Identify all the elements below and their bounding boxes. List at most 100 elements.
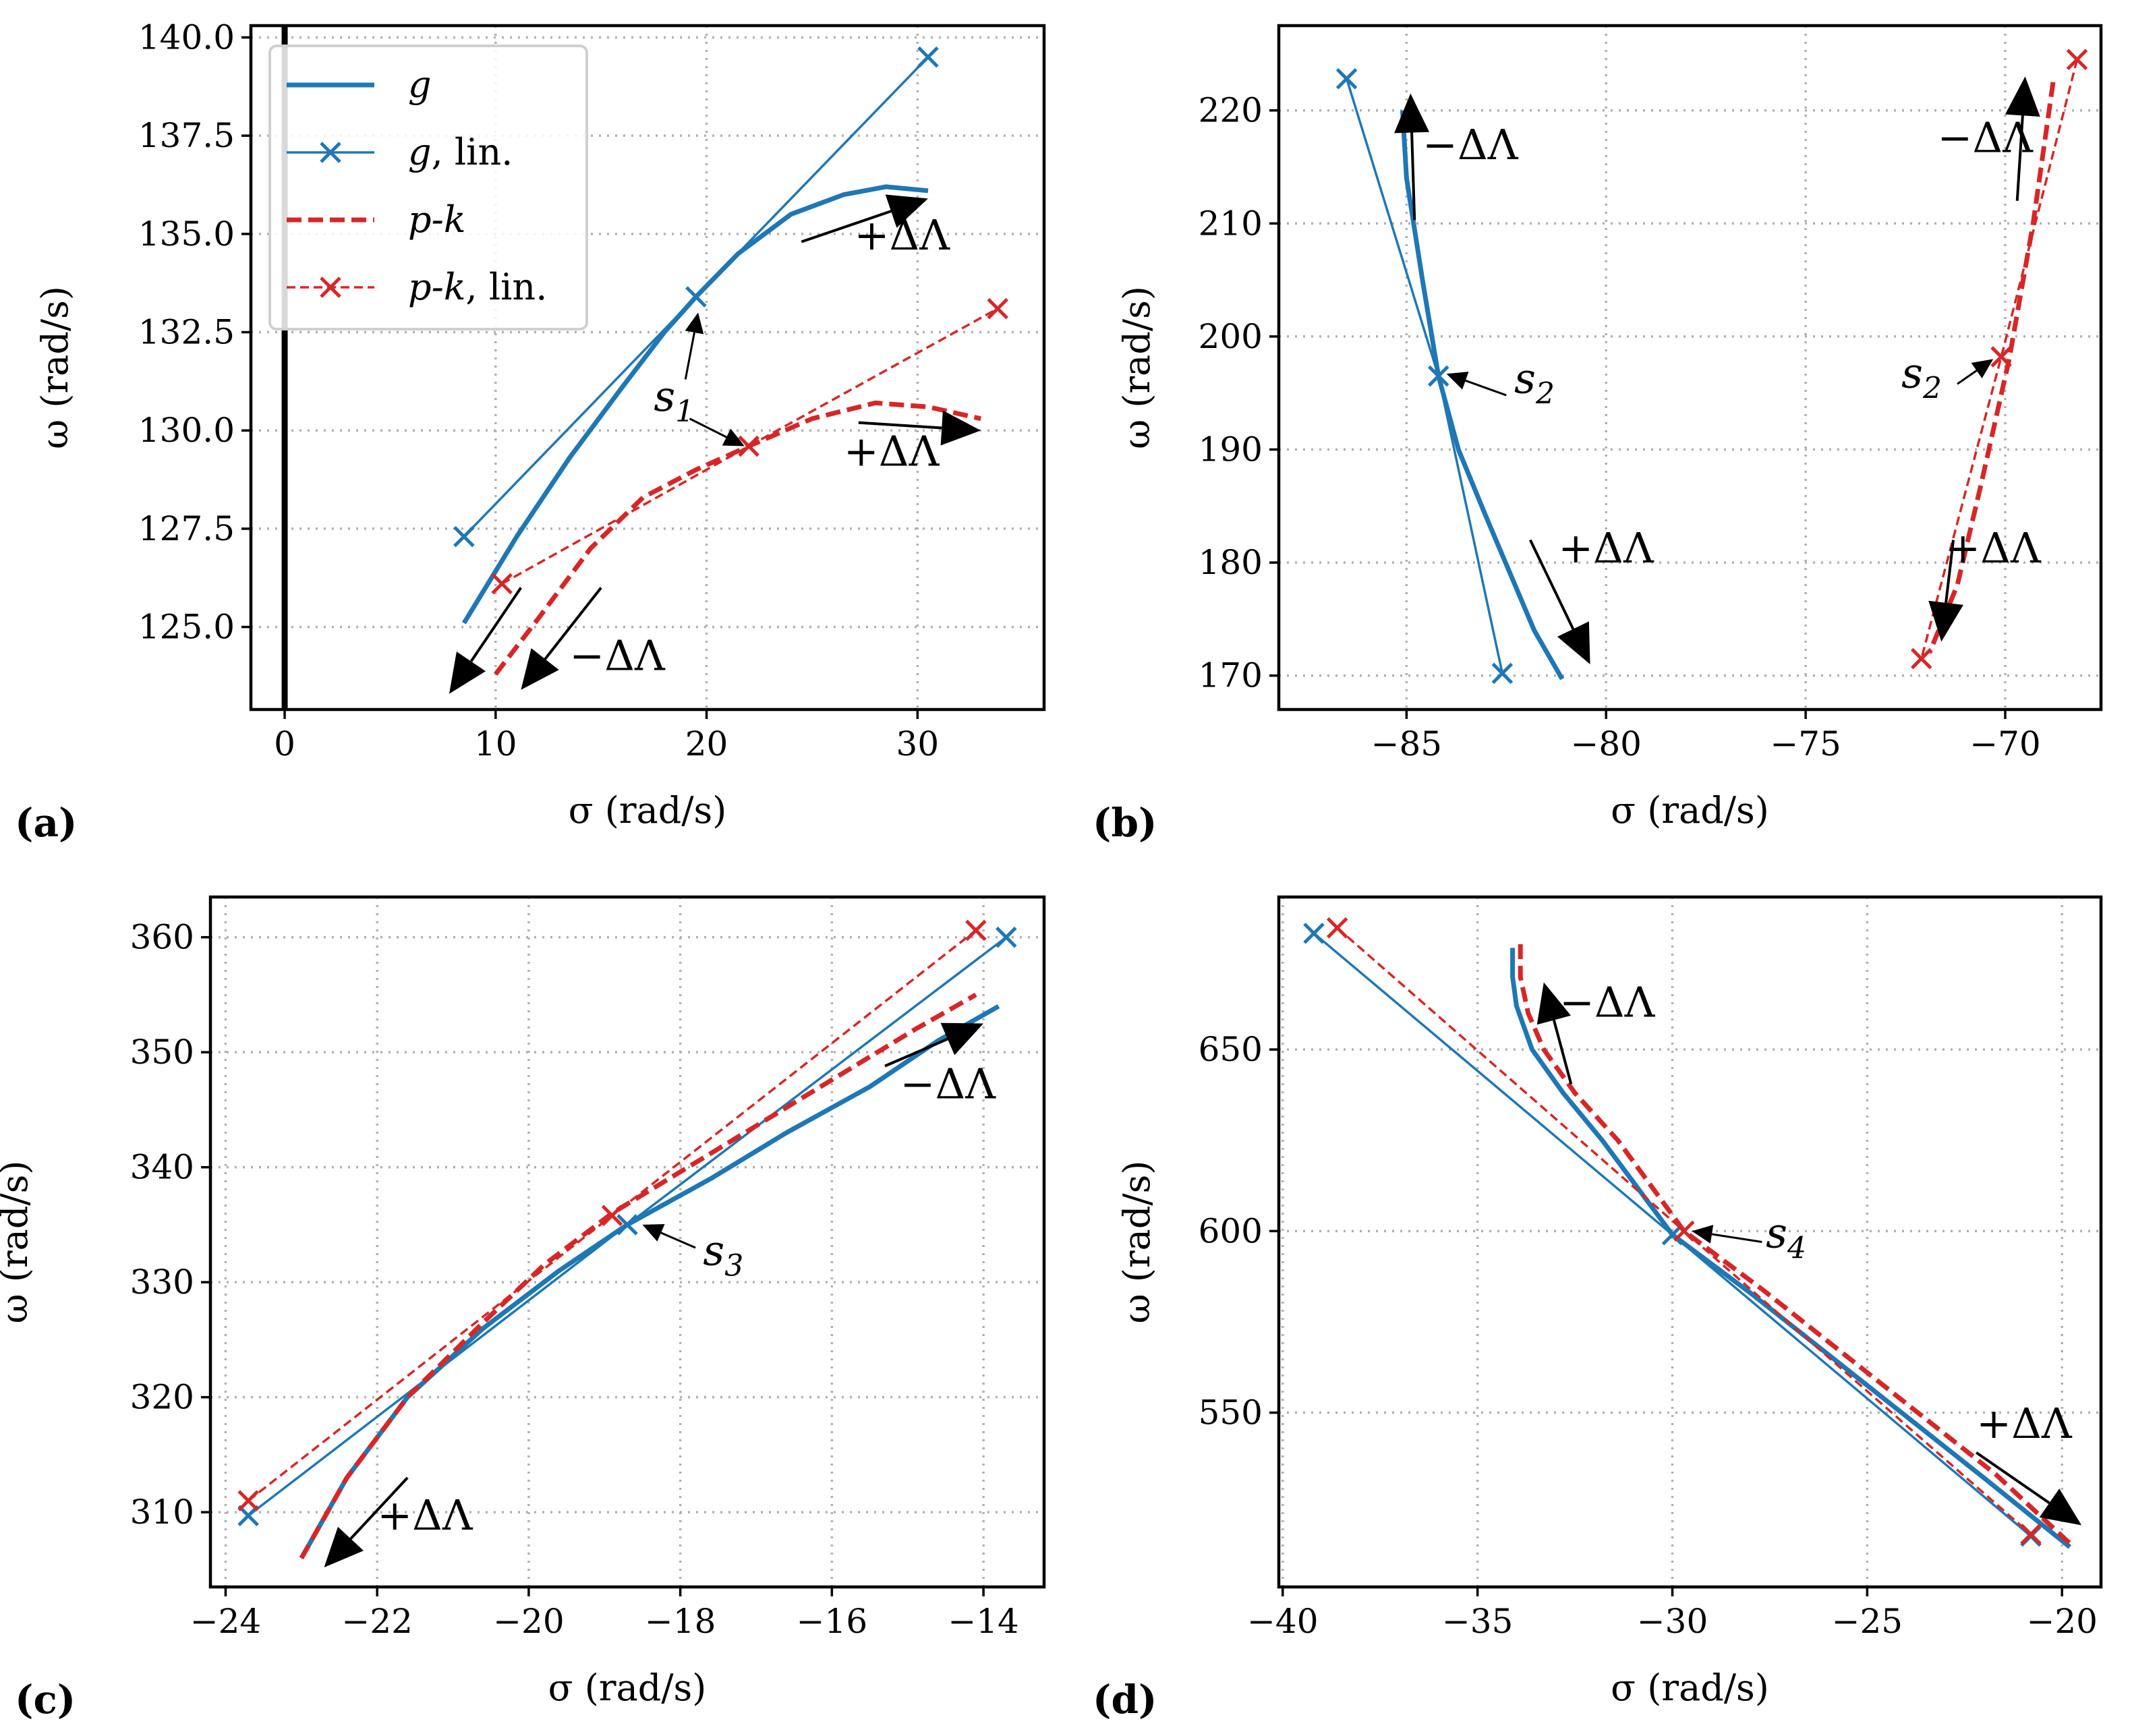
y-tick-label: 320 — [130, 1378, 194, 1417]
y-tick-label: 125.0 — [138, 608, 235, 647]
series-marker — [616, 1214, 638, 1236]
series-marker — [491, 573, 513, 595]
legend-label-italic: p-k — [408, 266, 466, 308]
x-tick-label: −18 — [645, 1602, 716, 1641]
panel-label: (d) — [1093, 1677, 1157, 1723]
annotation-arrowhead — [1971, 359, 1994, 379]
x-tick-label: −14 — [948, 1602, 1019, 1641]
series-marker — [237, 1490, 259, 1511]
series-group — [453, 46, 1008, 676]
annotation-subscript: 1 — [675, 395, 694, 429]
y-tick-label: 650 — [1199, 1030, 1263, 1069]
y-tick-label: 135.0 — [138, 214, 235, 254]
legend: gg, lin.p-kp-k, lin. — [268, 45, 588, 330]
annotation-arrowhead — [449, 652, 486, 694]
grid — [251, 26, 1044, 710]
y-tick-label: 200 — [1199, 317, 1263, 356]
series-marker — [1910, 647, 1932, 670]
x-tick-label: −20 — [2026, 1602, 2098, 1641]
annotation-arrow — [1552, 1020, 1573, 1084]
x-tick-label: −40 — [1247, 1602, 1319, 1641]
annotation-arrowhead — [1394, 93, 1430, 134]
y-tick-label: 180 — [1199, 543, 1263, 582]
panel-label: (a) — [15, 800, 77, 846]
annotation-arrowhead — [1692, 1225, 1714, 1244]
series-group — [1303, 917, 2072, 1549]
annotation-arrowhead — [1446, 372, 1469, 390]
annotation-arrow — [1465, 379, 1507, 397]
annotation-subscript: 3 — [724, 1249, 743, 1283]
panel-d: −ΔΛ +ΔΛ s4 −40 −35 −30 −25 −20 550 600 650 σ (rad/s… — [1093, 895, 2103, 1723]
annotation-arrowhead — [642, 1224, 665, 1242]
annotation-arrow — [1528, 539, 1575, 630]
legend-label-italic: p-k — [408, 198, 466, 241]
series-marker — [996, 926, 1017, 948]
annotation-arrow — [801, 210, 892, 243]
axes-frame — [1277, 895, 2103, 1589]
annotation-subscript: 2 — [1535, 377, 1555, 411]
annotation-label-delta: +ΔΛ — [377, 1491, 473, 1540]
series-group — [1335, 49, 2088, 685]
x-tick-label: −80 — [1570, 724, 1642, 763]
y-tick-label: 550 — [1199, 1393, 1263, 1433]
annotations: −ΔΛ +ΔΛ s2 −ΔΛ +ΔΛ s2 — [1394, 76, 2042, 664]
annotation-label-delta: −ΔΛ — [1559, 978, 1656, 1027]
series-marker — [1990, 346, 2012, 368]
annotation-arrow — [858, 421, 942, 430]
axes-frame — [1277, 24, 2103, 712]
annotation-label-s: s3 — [703, 1226, 743, 1283]
annotation-label-delta: −ΔΛ — [569, 631, 666, 681]
y-tick-label: 170 — [1199, 656, 1263, 695]
annotation-arrow — [1945, 540, 1955, 604]
annotation-label-delta: +ΔΛ — [1976, 1399, 2073, 1448]
x-tick-label: −16 — [797, 1602, 868, 1641]
legend-label-pk: p-k — [408, 198, 466, 241]
legend-label-italic: g — [408, 63, 432, 106]
annotation-label-delta: +ΔΛ — [844, 427, 940, 476]
annotation-arrow — [2015, 115, 2024, 201]
ticks: −85 −80 −75 −70 170 180 190 200 210 220 — [1199, 91, 2041, 763]
legend-label-pk-lin: p-k, lin. — [408, 266, 547, 308]
annotation-arrowhead — [521, 648, 559, 690]
series-line-p-k — [1518, 944, 2072, 1545]
annotation-arrow — [1975, 1451, 2050, 1505]
series-marker — [738, 435, 759, 457]
y-tick-label: 140.0 — [138, 18, 235, 57]
y-tick-label: 190 — [1199, 430, 1263, 469]
series-marker — [1427, 365, 1449, 387]
annotations: −ΔΛ +ΔΛ s4 — [1536, 978, 2082, 1526]
ticks: 0 10 20 30 125.0 127.5 130.0 132.5 135.0 137.5 140… — [138, 18, 939, 763]
legend-label-g: g — [408, 63, 432, 106]
y-tick-label: 130.0 — [138, 411, 235, 450]
y-axis-label: ω (rad/s) — [34, 286, 76, 449]
x-tick-label: −24 — [190, 1602, 262, 1641]
x-axis-label: σ (rad/s) — [1611, 1667, 1769, 1709]
annotation-arrow — [1957, 370, 1978, 385]
annotation-arrow — [689, 417, 727, 438]
series-line-p-k — [1927, 82, 2056, 654]
series-marker — [2020, 1524, 2042, 1545]
legend-label-g-lin: g, lin. — [408, 131, 513, 173]
series-line-p-k-lin- — [1920, 59, 2079, 660]
annotation-arrow — [660, 1232, 696, 1249]
series-marker — [987, 297, 1008, 320]
legend-label-tail: , lin. — [432, 131, 513, 173]
y-tick-label: 127.5 — [138, 509, 235, 548]
x-tick-label: −22 — [341, 1602, 413, 1641]
annotation-arrowhead — [1928, 600, 1963, 642]
annotation-arrowhead — [1557, 621, 1590, 664]
y-tick-label: 132.5 — [138, 313, 235, 352]
panel-a: +ΔΛ +ΔΛ −ΔΛ s1 0 10 20 30 125.0 127.5 130.0 132.5 13… — [15, 18, 1046, 846]
legend-marker-pk-lin — [320, 277, 341, 298]
annotations: −ΔΛ +ΔΛ s3 — [324, 1022, 996, 1568]
series-line-g — [1510, 948, 2071, 1549]
series-line-p-k — [299, 992, 977, 1560]
x-tick-label: −25 — [1832, 1602, 1903, 1641]
panel-c: −ΔΛ +ΔΛ s3 −24 −22 −20 −18 −16 −14 310 320 330 340 35… — [0, 895, 1046, 1723]
x-tick-label: −85 — [1371, 724, 1443, 763]
y-tick-label: 330 — [130, 1263, 194, 1302]
axes-frame — [208, 895, 1046, 1589]
annotation-label-delta: −ΔΛ — [1937, 113, 2034, 163]
series-line-p-k — [494, 400, 981, 676]
